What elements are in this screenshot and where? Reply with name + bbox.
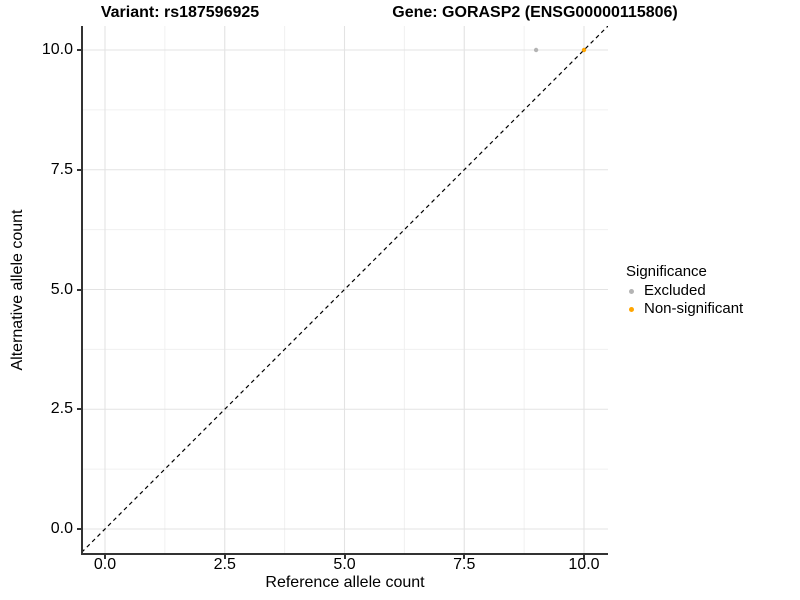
x-tick-label: 0.0 xyxy=(93,556,117,573)
data-point-excluded xyxy=(533,47,539,53)
x-tick-label: 2.5 xyxy=(213,556,236,573)
legend: Significance Excluded Non-significant xyxy=(626,263,743,318)
x-tick-mark xyxy=(223,555,226,559)
x-tick-mark xyxy=(463,555,466,559)
legend-dot-icon xyxy=(629,306,634,312)
legend-item-label: Excluded xyxy=(644,282,706,299)
identity-line xyxy=(83,26,608,552)
y-tick-mark xyxy=(77,168,81,171)
plot-title-variant: Variant: rs187596925 xyxy=(100,4,260,21)
legend-key xyxy=(626,288,644,294)
x-axis-title: Reference allele count xyxy=(265,574,425,591)
x-axis-line xyxy=(81,553,608,555)
y-tick-mark xyxy=(77,408,81,411)
y-tick-label: 0.0 xyxy=(50,520,73,537)
legend-item: Non-significant xyxy=(626,300,743,318)
data-point-non-significant xyxy=(581,47,587,53)
y-tick-mark xyxy=(77,528,81,530)
y-axis-line xyxy=(81,26,83,555)
legend-item: Excluded xyxy=(626,282,743,300)
y-tick-mark xyxy=(77,49,81,51)
legend-key xyxy=(626,306,644,312)
x-tick-label: 10.0 xyxy=(568,556,600,573)
x-tick-mark xyxy=(104,555,106,559)
legend-dot-icon xyxy=(629,288,634,294)
legend-item-label: Non-significant xyxy=(644,300,744,317)
x-tick-label: 5.0 xyxy=(333,556,356,573)
plot-panel xyxy=(83,26,608,553)
legend-title: Significance xyxy=(626,263,707,280)
y-tick-label: 10.0 xyxy=(41,41,73,58)
y-axis-title: Alternative allele count xyxy=(9,209,26,371)
y-tick-label: 7.5 xyxy=(50,160,73,178)
legend-items: Excluded Non-significant xyxy=(626,282,743,318)
y-tick-mark xyxy=(77,288,81,291)
x-tick-label: 7.5 xyxy=(453,556,476,573)
x-tick-mark xyxy=(583,555,585,559)
y-tick-label: 2.5 xyxy=(50,400,73,418)
plot-title-gene: Gene: GORASP2 (ENSG00000115806) xyxy=(392,4,678,21)
x-tick-mark xyxy=(343,555,346,559)
y-tick-label: 5.0 xyxy=(50,280,73,298)
